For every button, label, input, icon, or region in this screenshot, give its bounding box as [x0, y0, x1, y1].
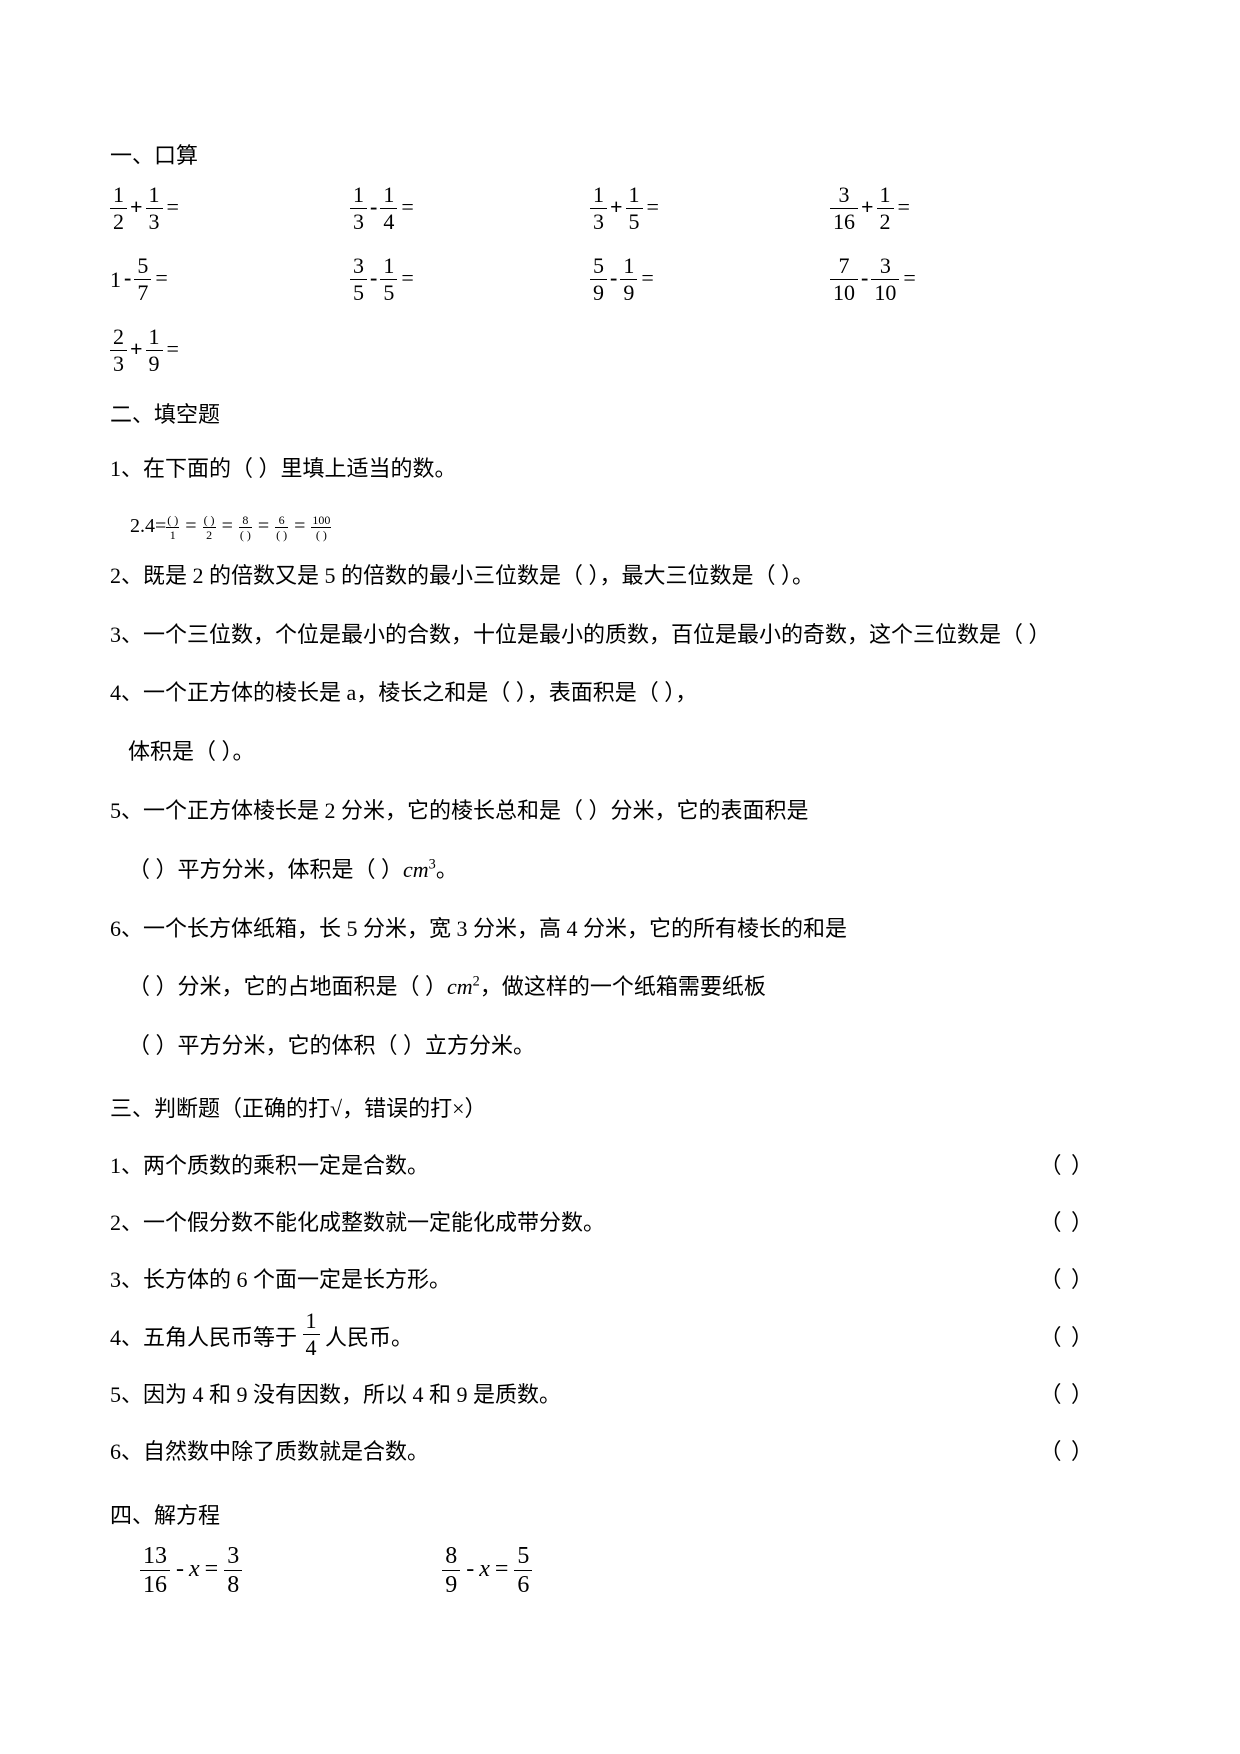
math-expr: 316+12= [830, 184, 980, 233]
small-fraction: ( )1 [166, 514, 179, 541]
equation-1: 1316 -x= 38 [140, 1544, 242, 1597]
q2-3: 3、一个三位数，个位是最小的合数，十位是最小的质数，百位是最小的奇数，这个三位数… [110, 609, 1130, 662]
small-fraction: 8( ) [239, 514, 252, 541]
section1-title: 一、口算 [110, 138, 1130, 170]
q3-2: 2、一个假分数不能化成整数就一定能化成带分数。 （ ） [110, 1194, 1130, 1251]
math-expr: 35-15= [350, 255, 500, 304]
math-expr: 13-14= [350, 184, 500, 233]
q3-6: 6、自然数中除了质数就是合数。 （ ） [110, 1423, 1130, 1480]
q2-4a: 4、一个正方体的棱长是 a，棱长之和是（ ），表面积是（ ）， [110, 667, 1130, 720]
math-expr: 59-19= [590, 255, 740, 304]
q3-4: 4、五角人民币等于 14 人民币。 （ ） [110, 1309, 1130, 1366]
q2-1-fracs: 2.4=( )1=( )2=8( )=6( )=100( ) [130, 502, 1130, 550]
q2-5b: （ ）平方分米，体积是（ ）cm3。 [110, 844, 1130, 897]
math-row: 23+19= [110, 326, 1130, 375]
small-fraction: ( )2 [203, 514, 216, 541]
q2-5a: 5、一个正方体棱长是 2 分米，它的棱长总和是（ ）分米，它的表面积是 [110, 785, 1130, 838]
equation-row: 1316 -x= 38 89 -x= 56 [140, 1544, 1130, 1597]
math-expr: 12+13= [110, 184, 260, 233]
section2-title: 二、填空题 [110, 397, 1130, 429]
section3-title: 三、判断题（正确的打√，错误的打×） [110, 1091, 1130, 1123]
q3-3: 3、长方体的 6 个面一定是长方形。 （ ） [110, 1251, 1130, 1308]
q2-2: 2、既是 2 的倍数又是 5 的倍数的最小三位数是（ ），最大三位数是（ ）。 [110, 550, 1130, 603]
q2-6c: （ ）平方分米，它的体积（ ）立方分米。 [110, 1020, 1130, 1073]
math-expr: 23+19= [110, 326, 260, 375]
section4-title: 四、解方程 [110, 1498, 1130, 1530]
q3-1: 1、两个质数的乘积一定是合数。 （ ） [110, 1137, 1130, 1194]
q2-6b: （ ）分米，它的占地面积是（ ）cm2，做这样的一个纸箱需要纸板 [110, 961, 1130, 1014]
q2-1-label: 1、在下面的（ ）里填上适当的数。 [110, 443, 1130, 496]
math-expr: 710-310= [830, 255, 980, 304]
math-expr: 13+15= [590, 184, 740, 233]
small-fraction: 6( ) [275, 514, 288, 541]
q2-6a: 6、一个长方体纸箱，长 5 分米，宽 3 分米，高 4 分米，它的所有棱长的和是 [110, 903, 1130, 956]
math-row: 1-57= 35-15= 59-19= 710-310= [110, 255, 1130, 304]
equation-2: 89 -x= 56 [442, 1544, 532, 1597]
q2-4b: 体积是（ ）。 [110, 726, 1130, 779]
math-expr: 1-57= [110, 255, 260, 304]
q3-5: 5、因为 4 和 9 没有因数，所以 4 和 9 是质数。 （ ） [110, 1366, 1130, 1423]
small-fraction: 100( ) [311, 514, 331, 541]
math-row: 12+13= 13-14= 13+15= 316+12= [110, 184, 1130, 233]
